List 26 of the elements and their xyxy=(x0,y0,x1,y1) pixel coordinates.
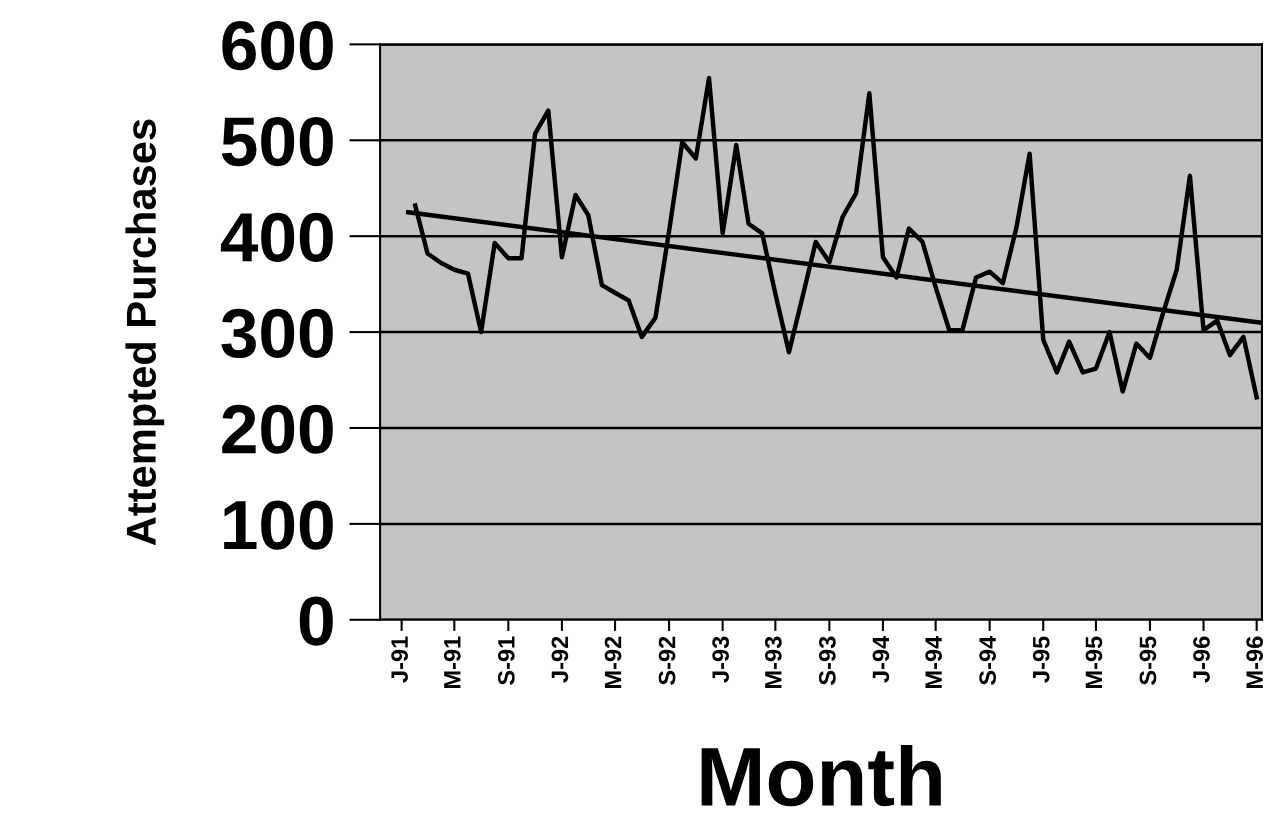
x-tick-label: J-94 xyxy=(872,635,890,683)
x-axis-title: Month xyxy=(701,745,941,807)
x-tick-label: S-95 xyxy=(1139,636,1157,685)
y-tick-label: 0 xyxy=(299,596,333,646)
x-tick-label: J-93 xyxy=(712,636,730,683)
y-tick-label: 100 xyxy=(224,500,333,550)
x-tick-label: J-95 xyxy=(1032,636,1050,683)
x-tick-label: M-92 xyxy=(604,636,622,688)
x-tick-label: M-94 xyxy=(925,635,942,688)
x-tick-label: M-95 xyxy=(1085,636,1103,688)
x-tick-label: S-91 xyxy=(497,636,515,685)
x-tick-label: S-93 xyxy=(818,636,836,685)
y-tick-label: 400 xyxy=(220,212,333,263)
y-tick-label: 200 xyxy=(222,404,333,454)
x-tick-label: M-91 xyxy=(443,636,461,688)
x-tick-label: S-94 xyxy=(979,635,996,685)
x-tick-label: J-96 xyxy=(1193,636,1210,683)
x-tick-label: J-91 xyxy=(391,636,408,683)
x-tick-label: M-93 xyxy=(764,636,782,688)
x-tick-label: J-92 xyxy=(551,636,569,683)
y-tick-label: 600 xyxy=(222,21,333,71)
x-tick-label: M-96 xyxy=(1246,636,1263,688)
x-tick-label: S-92 xyxy=(658,636,676,685)
y-tick-label: 300 xyxy=(221,308,333,359)
y-axis-title: Attempted Purchases xyxy=(125,119,165,546)
y-tick-label: 500 xyxy=(221,116,333,167)
